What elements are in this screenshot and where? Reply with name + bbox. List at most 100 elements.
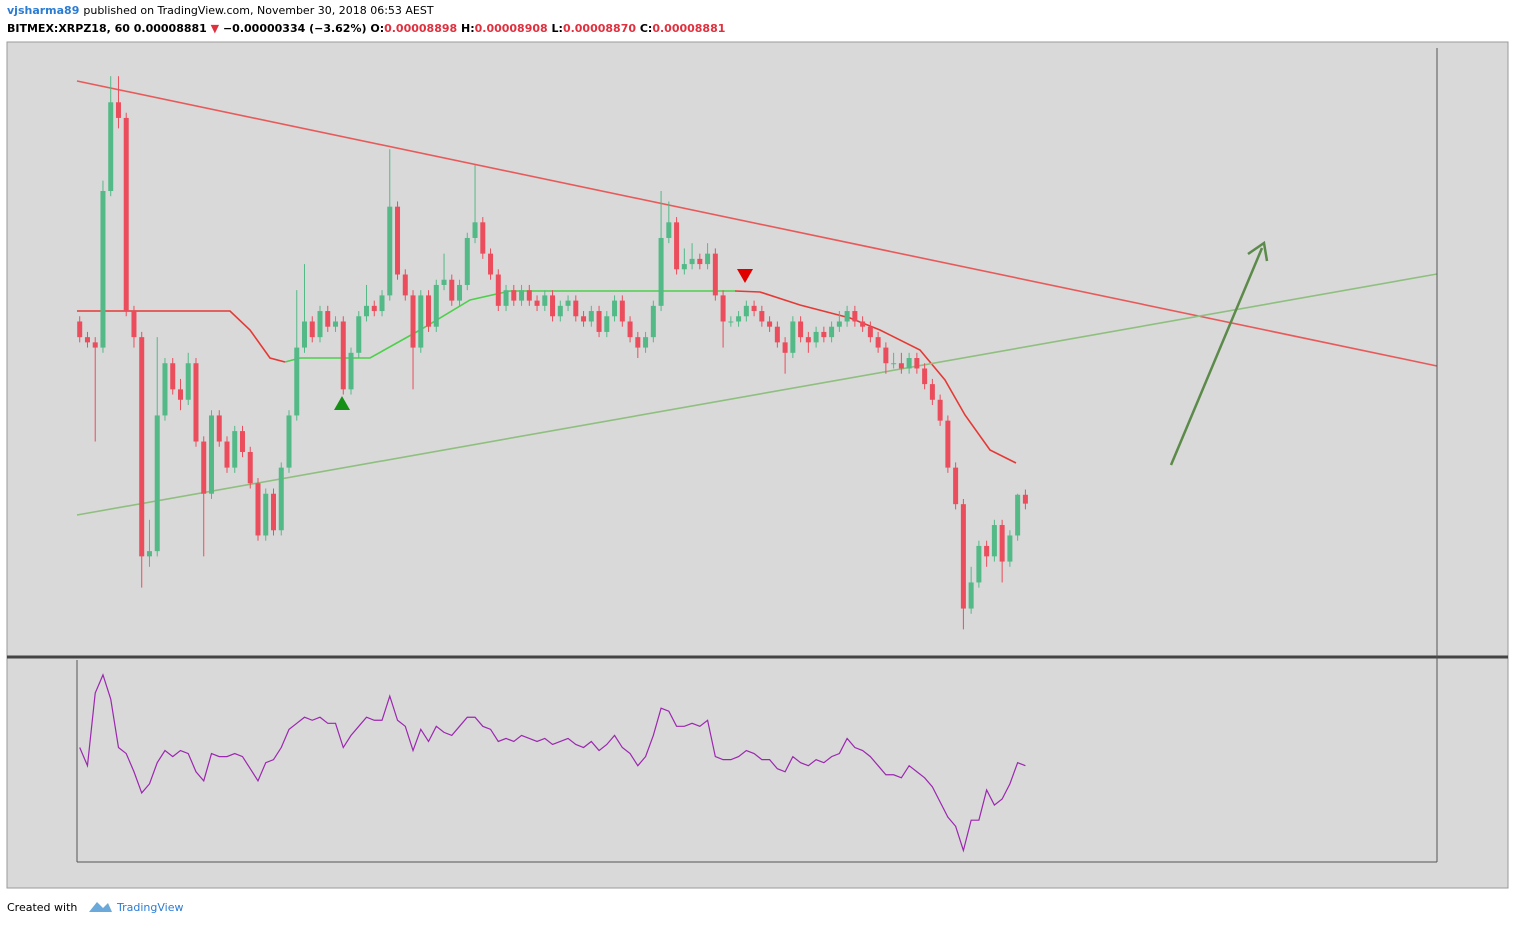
candle-body [805,337,811,343]
candle-body [286,415,292,468]
quote-part: 0.00008870 [563,22,640,35]
candle-body [162,363,168,416]
candle-body [666,222,672,238]
candle-body [852,311,858,322]
candle-body [511,290,517,301]
sell-signal [737,269,753,283]
candle-body [247,451,253,484]
candle-body [208,415,214,494]
quote-part: 0.00008881 [652,22,725,35]
chart-background [6,41,1509,889]
candle-body [379,295,385,312]
candle-body [736,316,742,322]
candle-body [844,311,850,322]
arrow [1169,247,1264,466]
candle-body [643,337,649,348]
candle-body [216,415,222,442]
quote-part: −0.00000334 (−3.62%) [223,22,370,35]
candle-body [565,300,571,306]
candle-body [743,305,749,317]
candle-body [410,295,416,348]
candle-body [472,222,478,238]
candle-body [185,363,191,400]
candle-body [836,321,842,327]
quote-line: BITMEX:XRPZ18, 60 0.00008881 ▼ −0.000003… [7,22,725,35]
header-line: vjsharma89 published on TradingView.com, … [7,4,434,17]
candle-body [759,311,765,322]
candle-body [418,295,424,348]
candle-body [519,290,525,301]
candle-body [441,279,447,285]
candle-body [387,206,393,296]
candle-body [457,284,463,301]
candle-body [294,347,300,416]
quote-part: 0.00008881 [134,22,211,35]
quote-part: 0.00008898 [384,22,461,35]
candle-body [348,352,354,390]
candle-body [999,525,1005,562]
candle-body [364,305,370,317]
candle-body [898,363,904,369]
brand-link[interactable]: TradingView [116,901,183,914]
candle-body [340,321,346,390]
quote-part: 0.00008908 [475,22,552,35]
candle-body [937,399,943,421]
candle-body [751,305,757,312]
candle-body [1022,494,1028,504]
candle-body [991,525,997,557]
candle-body [433,284,439,327]
candle-body [588,311,594,322]
candle-body [77,321,83,338]
quote-part: O: [370,22,384,35]
candle-body [356,316,362,353]
candle-body [619,300,625,322]
candle-body [658,237,664,306]
candle-body [883,347,889,364]
candle-body [534,300,540,306]
candle-body [767,321,773,327]
candle-body [325,311,331,327]
candle-body [123,117,129,312]
author[interactable]: vjsharma89 [7,4,79,17]
candle-body [426,295,432,327]
quote-part: C: [640,22,652,35]
candle-body [177,389,183,400]
candle-body [984,545,990,557]
trend-line [76,273,1438,516]
candle-body [170,363,176,390]
candle-body [635,337,641,348]
quote-part: BITMEX:XRPZ18, 60 [7,22,134,35]
candle-body [1007,535,1013,562]
candle-body [867,326,873,338]
candle-body [705,253,711,265]
candle-body [263,493,269,536]
candle-body [115,102,121,118]
buy-signal [334,396,350,410]
candle-body [860,321,866,327]
candle-body [302,321,308,348]
quote-part: ▼ [211,22,223,35]
candle-body [239,431,245,452]
candle-body [650,305,656,338]
candle-body [100,191,106,348]
candle-body [875,337,881,348]
candle-body [968,582,974,609]
trend-line [76,80,1438,367]
candle-body [193,363,199,442]
candle-body [84,337,90,343]
candle-body [488,253,494,275]
candle-body [953,467,959,505]
candle-body [255,483,261,536]
candle-body [278,467,284,531]
candle-body [790,321,796,353]
candle-body [495,274,501,306]
candle-body [402,274,408,296]
candle-body [891,363,897,365]
quote-part: L: [552,22,563,35]
candle-body [697,258,703,265]
candle-body [108,102,114,192]
candle-body [689,258,695,265]
candle-body [612,300,618,317]
candle-body [774,326,780,343]
